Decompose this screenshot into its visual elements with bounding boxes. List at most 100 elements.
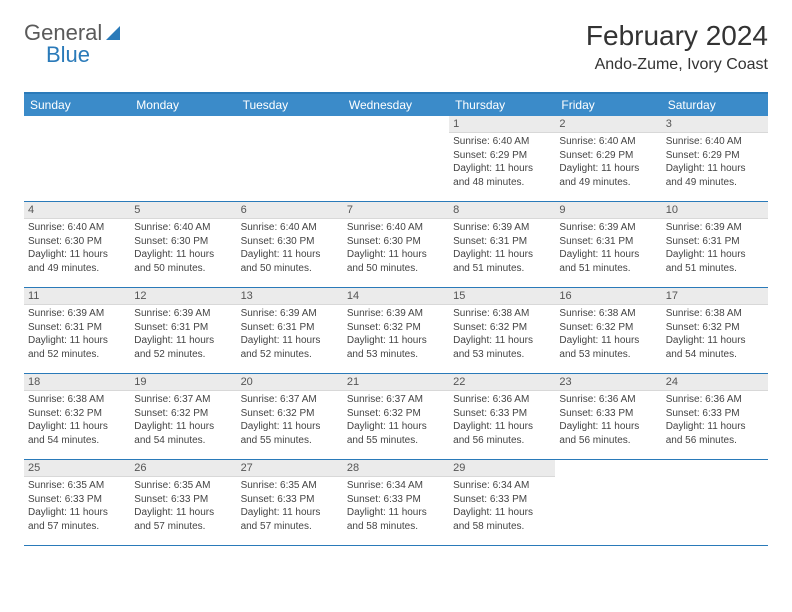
sunrise-line: Sunrise: 6:39 AM	[559, 221, 657, 235]
daylight-line: Daylight: 11 hours and 55 minutes.	[241, 420, 339, 447]
sunrise-line: Sunrise: 6:40 AM	[453, 135, 551, 149]
calendar-cell: 1Sunrise: 6:40 AMSunset: 6:29 PMDaylight…	[449, 116, 555, 202]
calendar-cell-empty: ..	[555, 460, 661, 546]
calendar-cell: 24Sunrise: 6:36 AMSunset: 6:33 PMDayligh…	[662, 374, 768, 460]
day-details: Sunrise: 6:36 AMSunset: 6:33 PMDaylight:…	[449, 391, 555, 449]
day-number: 19	[130, 374, 236, 391]
daylight-line: Daylight: 11 hours and 54 minutes.	[134, 420, 232, 447]
day-number: 25	[24, 460, 130, 477]
day-details: Sunrise: 6:35 AMSunset: 6:33 PMDaylight:…	[237, 477, 343, 535]
calendar-cell: 3Sunrise: 6:40 AMSunset: 6:29 PMDaylight…	[662, 116, 768, 202]
sunrise-line: Sunrise: 6:39 AM	[28, 307, 126, 321]
sunrise-line: Sunrise: 6:40 AM	[347, 221, 445, 235]
day-details: Sunrise: 6:35 AMSunset: 6:33 PMDaylight:…	[24, 477, 130, 535]
day-number: 7	[343, 202, 449, 219]
daylight-line: Daylight: 11 hours and 53 minutes.	[347, 334, 445, 361]
daylight-line: Daylight: 11 hours and 52 minutes.	[28, 334, 126, 361]
sunrise-line: Sunrise: 6:39 AM	[666, 221, 764, 235]
calendar-cell: 6Sunrise: 6:40 AMSunset: 6:30 PMDaylight…	[237, 202, 343, 288]
sunset-line: Sunset: 6:32 PM	[134, 407, 232, 421]
calendar-cell: 8Sunrise: 6:39 AMSunset: 6:31 PMDaylight…	[449, 202, 555, 288]
daylight-line: Daylight: 11 hours and 56 minutes.	[453, 420, 551, 447]
calendar-cell: 2 Sunrise: 6:40 AMSunset: 6:29 PMDaylight…	[555, 116, 661, 202]
calendar-cell: 17Sunrise: 6:38 AMSunset: 6:32 PMDayligh…	[662, 288, 768, 374]
calendar-cell: 28Sunrise: 6:34 AMSunset: 6:33 PMDayligh…	[343, 460, 449, 546]
day-number: 9	[555, 202, 661, 219]
daylight-line: Daylight: 11 hours and 53 minutes.	[453, 334, 551, 361]
day-number: 22	[449, 374, 555, 391]
day-number: 15	[449, 288, 555, 305]
calendar-cell: 11 Sunrise: 6:39 AMSunset: 6:31 PMDayligh…	[24, 288, 130, 374]
calendar-grid: SundayMondayTuesdayWednesdayThursdayFrid…	[24, 92, 768, 546]
calendar-cell-empty: ..	[24, 116, 130, 202]
weekday-header: Wednesday	[343, 94, 449, 116]
sunrise-line: Sunrise: 6:35 AM	[134, 479, 232, 493]
weekday-header: Friday	[555, 94, 661, 116]
day-details: Sunrise: 6:38 AMSunset: 6:32 PMDaylight:…	[555, 305, 661, 363]
sunrise-line: Sunrise: 6:38 AM	[559, 307, 657, 321]
day-details: Sunrise: 6:38 AMSunset: 6:32 PMDaylight:…	[24, 391, 130, 449]
day-number: 10	[662, 202, 768, 219]
day-number: 20	[237, 374, 343, 391]
sunset-line: Sunset: 6:32 PM	[666, 321, 764, 335]
sunrise-line: Sunrise: 6:39 AM	[241, 307, 339, 321]
sunset-line: Sunset: 6:32 PM	[241, 407, 339, 421]
day-details: Sunrise: 6:39 AMSunset: 6:31 PMDaylight:…	[555, 219, 661, 277]
daylight-line: Daylight: 11 hours and 57 minutes.	[241, 506, 339, 533]
sunrise-line: Sunrise: 6:34 AM	[453, 479, 551, 493]
sunset-line: Sunset: 6:33 PM	[453, 407, 551, 421]
calendar-cell: 9Sunrise: 6:39 AMSunset: 6:31 PMDaylight…	[555, 202, 661, 288]
sunrise-line: Sunrise: 6:39 AM	[134, 307, 232, 321]
day-number: 11	[24, 288, 130, 305]
calendar-cell: 10Sunrise: 6:39 AMSunset: 6:31 PMDayligh…	[662, 202, 768, 288]
daylight-line: Daylight: 11 hours and 55 minutes.	[347, 420, 445, 447]
day-number: 26	[130, 460, 236, 477]
day-number: 3	[662, 116, 768, 133]
daylight-line: Daylight: 11 hours and 51 minutes.	[666, 248, 764, 275]
day-details: Sunrise: 6:36 AMSunset: 6:33 PMDaylight:…	[662, 391, 768, 449]
day-details: Sunrise: 6:38 AMSunset: 6:32 PMDaylight:…	[449, 305, 555, 363]
day-details: Sunrise: 6:40 AMSunset: 6:29 PMDaylight:…	[662, 133, 768, 191]
calendar-cell: 19Sunrise: 6:37 AMSunset: 6:32 PMDayligh…	[130, 374, 236, 460]
sunrise-line: Sunrise: 6:37 AM	[241, 393, 339, 407]
sunset-line: Sunset: 6:33 PM	[666, 407, 764, 421]
calendar-cell: 27Sunrise: 6:35 AMSunset: 6:33 PMDayligh…	[237, 460, 343, 546]
calendar-cell-empty: ..	[130, 116, 236, 202]
sunrise-line: Sunrise: 6:40 AM	[666, 135, 764, 149]
sunrise-line: Sunrise: 6:36 AM	[453, 393, 551, 407]
day-details: Sunrise: 6:40 AMSunset: 6:29 PMDaylight:…	[449, 133, 555, 191]
sunrise-line: Sunrise: 6:40 AM	[559, 135, 657, 149]
day-details: Sunrise: 6:38 AMSunset: 6:32 PMDaylight:…	[662, 305, 768, 363]
day-number: 29	[449, 460, 555, 477]
sunset-line: Sunset: 6:29 PM	[559, 149, 657, 163]
sunrise-line: Sunrise: 6:40 AM	[134, 221, 232, 235]
sunset-line: Sunset: 6:31 PM	[28, 321, 126, 335]
day-number: 2	[555, 116, 661, 133]
daylight-line: Daylight: 11 hours and 56 minutes.	[666, 420, 764, 447]
brand-part2-wrap: Blue	[46, 42, 90, 68]
daylight-line: Daylight: 11 hours and 53 minutes.	[559, 334, 657, 361]
calendar-cell-empty: ..	[343, 116, 449, 202]
daylight-line: Daylight: 11 hours and 51 minutes.	[559, 248, 657, 275]
day-details: Sunrise: 6:40 AMSunset: 6:30 PMDaylight:…	[24, 219, 130, 277]
sunrise-line: Sunrise: 6:36 AM	[666, 393, 764, 407]
calendar-cell: 26Sunrise: 6:35 AMSunset: 6:33 PMDayligh…	[130, 460, 236, 546]
sunset-line: Sunset: 6:31 PM	[241, 321, 339, 335]
sunset-line: Sunset: 6:30 PM	[134, 235, 232, 249]
sunset-line: Sunset: 6:33 PM	[28, 493, 126, 507]
sunrise-line: Sunrise: 6:38 AM	[28, 393, 126, 407]
sunset-line: Sunset: 6:32 PM	[347, 407, 445, 421]
sunset-line: Sunset: 6:30 PM	[28, 235, 126, 249]
daylight-line: Daylight: 11 hours and 50 minutes.	[347, 248, 445, 275]
daylight-line: Daylight: 11 hours and 51 minutes.	[453, 248, 551, 275]
calendar-cell: 12Sunrise: 6:39 AMSunset: 6:31 PMDayligh…	[130, 288, 236, 374]
calendar-cell-empty: ..	[662, 460, 768, 546]
calendar-cell: 5Sunrise: 6:40 AMSunset: 6:30 PMDaylight…	[130, 202, 236, 288]
daylight-line: Daylight: 11 hours and 49 minutes.	[559, 162, 657, 189]
weekday-header: Saturday	[662, 94, 768, 116]
day-number: 17	[662, 288, 768, 305]
calendar-cell-empty: ..	[237, 116, 343, 202]
day-number: 4	[24, 202, 130, 219]
daylight-line: Daylight: 11 hours and 54 minutes.	[666, 334, 764, 361]
sunset-line: Sunset: 6:30 PM	[241, 235, 339, 249]
